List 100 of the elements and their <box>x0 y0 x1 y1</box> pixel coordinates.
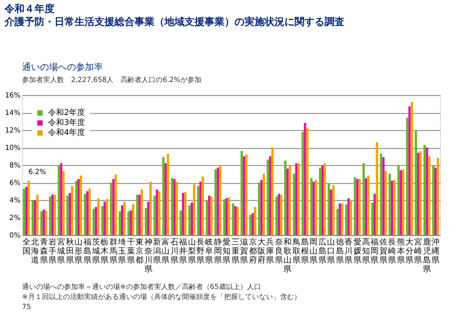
x-tick-label: 福島県 <box>83 238 92 264</box>
bar <box>258 182 260 235</box>
bar <box>350 200 352 235</box>
bar <box>120 205 124 235</box>
x-tick-label: 大阪府 <box>257 238 266 264</box>
bar <box>36 194 39 235</box>
bar <box>234 206 237 235</box>
x-tick-label: 高知県 <box>362 238 370 264</box>
bar <box>54 194 56 235</box>
bar <box>42 210 45 235</box>
x-tick-label: 千葉県 <box>126 238 135 264</box>
bar <box>384 171 387 235</box>
text: 通いの場への参加率 <box>22 62 103 73</box>
bar <box>104 202 106 235</box>
legend-label: 令和4年度 <box>48 128 86 137</box>
x-tick-label: 北海道 <box>31 238 40 264</box>
x-tick-label: 山口県 <box>327 238 336 264</box>
bar <box>400 170 402 235</box>
bar <box>356 179 358 235</box>
x-tick-label: 山形県 <box>74 238 83 264</box>
x-tick-label: 静岡県 <box>214 238 222 264</box>
bar <box>77 179 80 235</box>
bar <box>345 204 348 235</box>
bar <box>324 163 326 235</box>
x-tick-label: 富山県 <box>162 238 170 264</box>
x-tick-label: 広島県 <box>318 238 326 264</box>
bar <box>180 210 182 235</box>
bar <box>225 198 228 235</box>
bar <box>192 184 196 235</box>
bar <box>312 182 315 235</box>
bar <box>101 206 104 235</box>
x-tick-label: 長崎県 <box>388 238 396 264</box>
x-tick-label: 愛知県 <box>222 238 231 264</box>
bar <box>434 168 437 235</box>
bar <box>236 207 239 235</box>
bar <box>432 165 434 235</box>
bar <box>214 169 217 235</box>
bar <box>48 196 52 235</box>
bar <box>414 130 418 235</box>
x-tick-label: 秋田県 <box>66 238 74 264</box>
x-tick-label: 茨城県 <box>91 238 100 264</box>
x-tick-label: 鳥取県 <box>291 238 300 264</box>
bar <box>406 118 408 235</box>
bar <box>310 178 313 235</box>
x-tick-label: 香川県 <box>344 238 353 264</box>
bar <box>132 204 134 235</box>
x-tick-label: 新潟県 <box>152 238 161 264</box>
bar <box>44 210 48 235</box>
bar <box>284 160 286 235</box>
x-tick-label: 東京都 <box>136 238 144 264</box>
chart-title: 令和４年度 <box>3 3 54 15</box>
bar <box>341 204 344 235</box>
bar <box>240 151 243 235</box>
x-tick-label: 佐賀県 <box>379 238 388 264</box>
bar <box>269 156 272 235</box>
bar <box>358 179 361 235</box>
bar <box>410 102 414 235</box>
bar <box>92 208 95 235</box>
x-tick-label: 岩手県 <box>48 238 56 264</box>
bar <box>208 196 210 235</box>
legend-label: 令和2年度 <box>48 108 86 117</box>
bar <box>330 190 332 235</box>
bar <box>130 210 132 235</box>
x-tick-label: 島根県 <box>301 238 310 264</box>
x-tick-label: 沖縄県 <box>430 238 440 264</box>
bar <box>382 157 385 235</box>
bar <box>390 180 394 235</box>
bar <box>28 180 30 235</box>
bar <box>118 211 121 235</box>
bar <box>428 156 430 235</box>
x-tick-label: 栃木県 <box>100 238 109 264</box>
bar <box>60 163 62 235</box>
bar <box>254 207 256 235</box>
bar <box>25 186 28 235</box>
bar <box>32 200 34 235</box>
x-tick-label: 岐阜県 <box>205 238 214 264</box>
bar <box>371 202 374 235</box>
x-tick-label: 宮城県 <box>56 238 66 264</box>
bar <box>318 168 322 235</box>
bar <box>86 191 88 235</box>
bar <box>295 163 298 235</box>
bar <box>278 194 280 235</box>
legend-label: 令和3年度 <box>48 118 86 127</box>
x-tick-label: 宮崎県 <box>414 238 422 264</box>
bar <box>219 165 222 235</box>
bar <box>286 168 289 235</box>
bar <box>280 194 282 235</box>
bar <box>114 174 117 235</box>
bar <box>182 193 184 235</box>
bar <box>140 190 144 235</box>
bar <box>367 176 370 235</box>
bar <box>153 196 156 235</box>
x-tick-label: 群馬県 <box>108 238 118 264</box>
x-tick-label: 鹿児島県 <box>422 238 431 274</box>
bar <box>252 213 254 235</box>
x-tick-label: 大分県 <box>406 238 414 264</box>
bar <box>338 204 342 235</box>
bar <box>206 200 208 235</box>
bar <box>173 179 176 235</box>
x-tick-label: 滋賀県 <box>240 238 248 264</box>
